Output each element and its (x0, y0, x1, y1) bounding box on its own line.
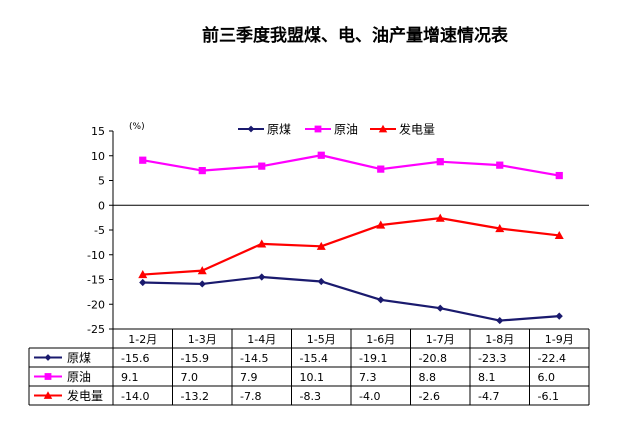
table-cell-value: 9.1 (121, 371, 139, 384)
table-cell-value: -8.3 (300, 390, 321, 403)
data-point (377, 296, 385, 304)
data-point (555, 312, 563, 320)
data-point (496, 161, 504, 169)
legend-label: 原煤 (267, 123, 291, 137)
data-point (139, 278, 147, 287)
unit-label: (%) (129, 122, 145, 132)
data-point (436, 304, 444, 312)
x-category-label: 1-8月 (485, 333, 514, 346)
table-series-label: 原煤 (67, 351, 91, 365)
table-cell-value: 10.1 (300, 371, 325, 384)
data-point (258, 273, 266, 281)
y-tick-label: 5 (98, 175, 105, 188)
data-point (258, 162, 266, 170)
table-cell-value: 8.1 (478, 371, 496, 384)
table-cell-value: -15.6 (121, 352, 149, 365)
x-category-label: 1-6月 (366, 333, 395, 346)
data-point (316, 241, 326, 250)
table-cell-value: -4.0 (359, 390, 380, 403)
table-cell-value: -20.8 (419, 352, 447, 365)
table-cell-value: -4.7 (478, 390, 499, 403)
y-tick-label: -15 (87, 274, 105, 287)
table-cell-value: -14.5 (240, 352, 268, 365)
table-cell-value: -14.0 (121, 390, 149, 403)
table-cell-value: -22.4 (538, 352, 566, 365)
data-point (139, 156, 147, 164)
data-point (376, 220, 386, 229)
legend-label: 原油 (334, 123, 358, 137)
legend-key-marker (378, 124, 388, 133)
table-cell-value: 7.3 (359, 371, 377, 384)
chart-title: 前三季度我盟煤、电、油产量增速情况表 (202, 25, 509, 46)
data-point (377, 165, 385, 173)
x-category-label: 1-3月 (188, 333, 217, 346)
table-legend-key-marker (43, 391, 53, 399)
legend-key-marker (247, 125, 255, 133)
data-point (197, 266, 207, 275)
table-cell-value: -15.9 (181, 352, 209, 365)
y-tick-label: -10 (87, 249, 105, 262)
x-category-label: 1-4月 (247, 333, 276, 346)
data-point (554, 230, 564, 240)
table-cell-value: -2.6 (419, 390, 440, 403)
data-point (317, 277, 325, 286)
data-point (138, 270, 148, 279)
data-point (317, 151, 325, 159)
data-point (496, 316, 504, 325)
data-point (198, 167, 206, 175)
legend-key-marker (314, 125, 322, 133)
table-cell-value: 6.0 (538, 371, 556, 384)
series-line (142, 275, 560, 322)
x-category-label: 1-5月 (307, 333, 336, 346)
table-series-label: 原油 (67, 370, 91, 384)
table-cell-value: -13.2 (181, 390, 209, 403)
table-cell-value: -15.4 (300, 352, 328, 365)
table-cell-value: -7.8 (240, 390, 261, 403)
table-cell-value: -19.1 (359, 352, 387, 365)
series-line (142, 154, 560, 177)
table-cell-value: 7.0 (181, 371, 199, 384)
y-tick-label: -5 (94, 224, 105, 237)
y-tick-label: 0 (98, 199, 105, 212)
table-cell-value: -23.3 (478, 352, 506, 365)
table-legend-key-marker (44, 373, 52, 380)
x-category-label: 1-9月 (545, 333, 574, 346)
y-tick-label: -20 (87, 298, 105, 311)
x-category-label: 1-7月 (426, 333, 455, 346)
data-point (257, 239, 267, 248)
y-tick-label: 10 (91, 150, 105, 163)
series-line (142, 217, 560, 276)
table-legend-key-marker (44, 354, 52, 361)
legend-label: 发电量 (399, 122, 435, 137)
x-category-label: 1-2月 (128, 333, 157, 346)
data-point (495, 224, 505, 233)
data-point (435, 213, 445, 222)
data-point (555, 171, 563, 180)
table-cell-value: 8.8 (419, 371, 437, 384)
table-cell-value: -6.1 (538, 390, 559, 403)
y-tick-label: 15 (91, 125, 105, 138)
data-point (198, 280, 206, 288)
y-tick-label: -25 (87, 323, 105, 336)
data-point (436, 158, 444, 166)
table-cell-value: 7.9 (240, 371, 258, 384)
table-series-label: 发电量 (67, 388, 103, 403)
